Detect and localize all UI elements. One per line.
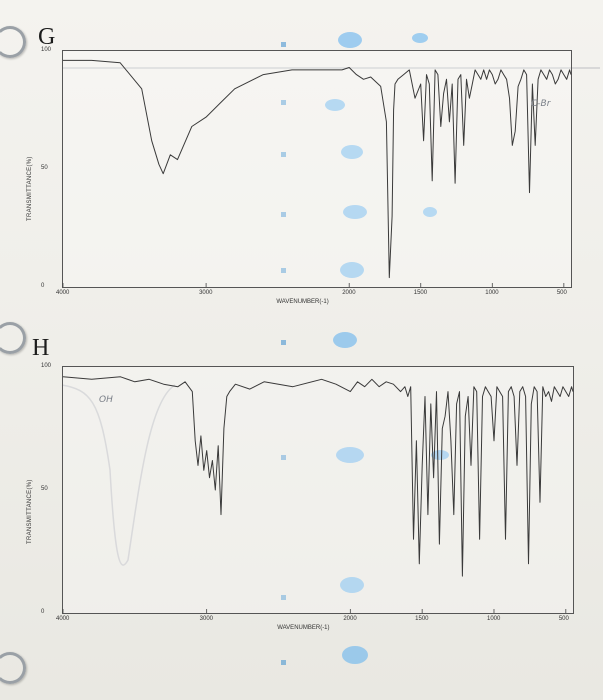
binder-ring-icon: [0, 322, 26, 354]
y-tick-label: 50: [41, 165, 48, 171]
x-tick-label: 1500: [413, 290, 428, 296]
binder-holes: [0, 0, 40, 700]
x-tick-label: 2000: [343, 616, 357, 622]
x-tick-label: 4000: [56, 290, 70, 296]
y-tick-label: 100: [41, 363, 52, 369]
spectrum-trace-line: [63, 59, 572, 279]
handwritten-annotation: OH: [99, 395, 113, 405]
binder-ring-icon: [0, 652, 26, 684]
spectrum-trace-line: [62, 376, 574, 577]
y-tick-label: 100: [41, 47, 52, 53]
x-tick-label: 500: [558, 616, 569, 622]
y-axis-label: TRANSMITTANCE(%): [27, 479, 33, 545]
panel-label-h: H: [32, 335, 50, 361]
spectrum-svg: [62, 376, 574, 613]
spectrum-svg: [62, 59, 572, 287]
x-tick-label: 2000: [342, 290, 356, 296]
binder-ring-icon: [0, 26, 26, 58]
x-tick-label: 4000: [56, 616, 70, 622]
x-tick-label: 1000: [486, 616, 501, 622]
y-tick-label: 0: [41, 283, 45, 289]
spectrum-plot-g: 4000 3000 2000 1500 1000 500 100 50 0 WAVENUMBER(…: [27, 47, 572, 305]
x-tick-label: 3000: [199, 290, 213, 296]
y-tick-label: 50: [41, 486, 48, 492]
x-tick-label: 3000: [199, 616, 214, 622]
x-axis-label: WAVENUMBER(-1): [276, 299, 329, 305]
y-axis-label: TRANSMITTANCE(%): [27, 156, 33, 221]
x-axis-label: WAVENUMBER(-1): [277, 625, 330, 631]
x-tick-label: 1500: [415, 616, 429, 622]
x-tick-label: 1000: [485, 290, 499, 296]
spectrum-plot-h: 4000 3000 2000 1500 1000 500 100 50 0 WAVENUMBER(…: [27, 363, 574, 631]
panel-label-g: G: [38, 24, 56, 50]
handwritten-annotation: C-Br: [531, 99, 551, 109]
y-tick-label: 0: [41, 609, 45, 615]
x-tick-label: 500: [556, 290, 567, 296]
